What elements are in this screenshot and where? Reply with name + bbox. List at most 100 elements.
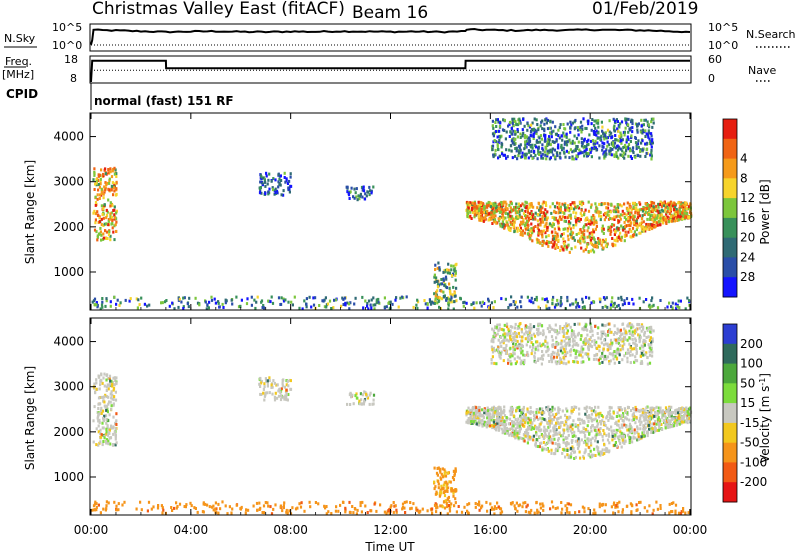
data-cell bbox=[270, 295, 273, 299]
data-cell bbox=[119, 301, 122, 305]
data-cell bbox=[537, 233, 540, 237]
plot-title: Christmas Valley East (fitACF) bbox=[92, 0, 345, 19]
data-cell bbox=[638, 208, 642, 212]
data-cell bbox=[526, 232, 529, 236]
data-cell bbox=[447, 307, 450, 311]
data-cell bbox=[465, 413, 468, 417]
data-cell bbox=[625, 297, 629, 301]
data-cell bbox=[542, 229, 545, 233]
data-cell bbox=[565, 407, 568, 411]
data-cell bbox=[659, 299, 662, 302]
data-cell bbox=[103, 436, 106, 440]
data-cell bbox=[487, 297, 490, 301]
data-cell bbox=[471, 211, 475, 214]
data-cell bbox=[617, 227, 620, 231]
data-cell bbox=[580, 214, 583, 218]
data-cell bbox=[587, 143, 590, 146]
data-cell bbox=[555, 421, 558, 425]
data-cell bbox=[535, 129, 538, 133]
data-cell bbox=[641, 229, 644, 233]
data-cell bbox=[548, 135, 551, 139]
data-cell bbox=[94, 203, 97, 207]
data-cell bbox=[640, 225, 643, 229]
data-cell bbox=[626, 413, 629, 417]
data-cell bbox=[293, 295, 296, 299]
data-cell bbox=[636, 430, 639, 434]
data-cell bbox=[504, 208, 507, 211]
data-cell bbox=[499, 121, 502, 125]
data-cell bbox=[624, 230, 627, 234]
data-cell bbox=[507, 212, 510, 216]
data-cell bbox=[115, 381, 118, 385]
data-cell bbox=[546, 152, 549, 156]
data-cell bbox=[108, 376, 111, 380]
data-cell bbox=[614, 243, 617, 247]
data-cell bbox=[433, 466, 436, 470]
data-cell bbox=[653, 414, 656, 418]
colorbar-segment bbox=[723, 277, 737, 298]
data-cell bbox=[496, 142, 499, 146]
data-cell bbox=[681, 407, 684, 410]
data-cell bbox=[546, 435, 549, 438]
data-cell bbox=[530, 427, 533, 431]
data-cell bbox=[587, 445, 590, 449]
data-cell bbox=[97, 188, 100, 192]
data-cell bbox=[630, 430, 633, 434]
data-cell bbox=[551, 120, 554, 124]
data-cell bbox=[595, 221, 598, 225]
data-cell bbox=[474, 406, 478, 410]
data-cell bbox=[648, 205, 651, 209]
data-cell bbox=[305, 297, 308, 301]
data-cell bbox=[651, 125, 654, 129]
data-cell bbox=[358, 399, 361, 403]
data-cell bbox=[551, 225, 554, 229]
data-cell bbox=[593, 147, 596, 151]
data-cell bbox=[595, 241, 599, 245]
data-cell bbox=[106, 223, 109, 227]
data-cell bbox=[563, 242, 566, 246]
data-cell bbox=[555, 139, 558, 143]
data-cell bbox=[642, 411, 646, 415]
data-cell bbox=[510, 202, 513, 206]
data-cell bbox=[210, 298, 214, 302]
data-cell bbox=[644, 135, 647, 138]
data-cell bbox=[485, 202, 488, 206]
data-cell bbox=[583, 224, 586, 228]
data-cell bbox=[620, 445, 623, 449]
data-cell bbox=[503, 153, 506, 157]
data-cell bbox=[592, 142, 595, 146]
data-cell bbox=[551, 234, 555, 238]
data-cell bbox=[533, 298, 537, 301]
data-cell bbox=[664, 206, 667, 210]
data-cell bbox=[628, 227, 631, 231]
data-cell bbox=[102, 399, 105, 403]
data-cell bbox=[661, 411, 664, 415]
data-cell bbox=[526, 421, 530, 425]
data-cell bbox=[485, 409, 488, 413]
data-cell bbox=[98, 220, 101, 224]
data-cell bbox=[500, 350, 503, 354]
data-cell bbox=[627, 123, 630, 127]
data-cell bbox=[262, 304, 265, 307]
data-cell bbox=[435, 490, 438, 494]
data-cell bbox=[590, 453, 593, 457]
data-cell bbox=[475, 422, 478, 426]
data-cell bbox=[557, 221, 560, 224]
data-cell bbox=[572, 157, 575, 161]
data-cell bbox=[519, 419, 522, 423]
data-cell bbox=[97, 443, 100, 447]
data-cell bbox=[623, 133, 626, 137]
data-cell bbox=[514, 211, 517, 215]
data-cell bbox=[518, 356, 521, 360]
data-cell bbox=[563, 142, 566, 146]
data-cell bbox=[637, 154, 640, 158]
data-cell bbox=[612, 126, 615, 130]
data-cell bbox=[599, 300, 602, 304]
data-cell bbox=[596, 424, 599, 428]
data-cell bbox=[567, 456, 570, 459]
data-cell bbox=[532, 226, 535, 230]
data-cell bbox=[498, 323, 501, 327]
data-cell bbox=[613, 436, 616, 440]
data-cell bbox=[569, 415, 572, 419]
data-cell bbox=[100, 168, 103, 172]
